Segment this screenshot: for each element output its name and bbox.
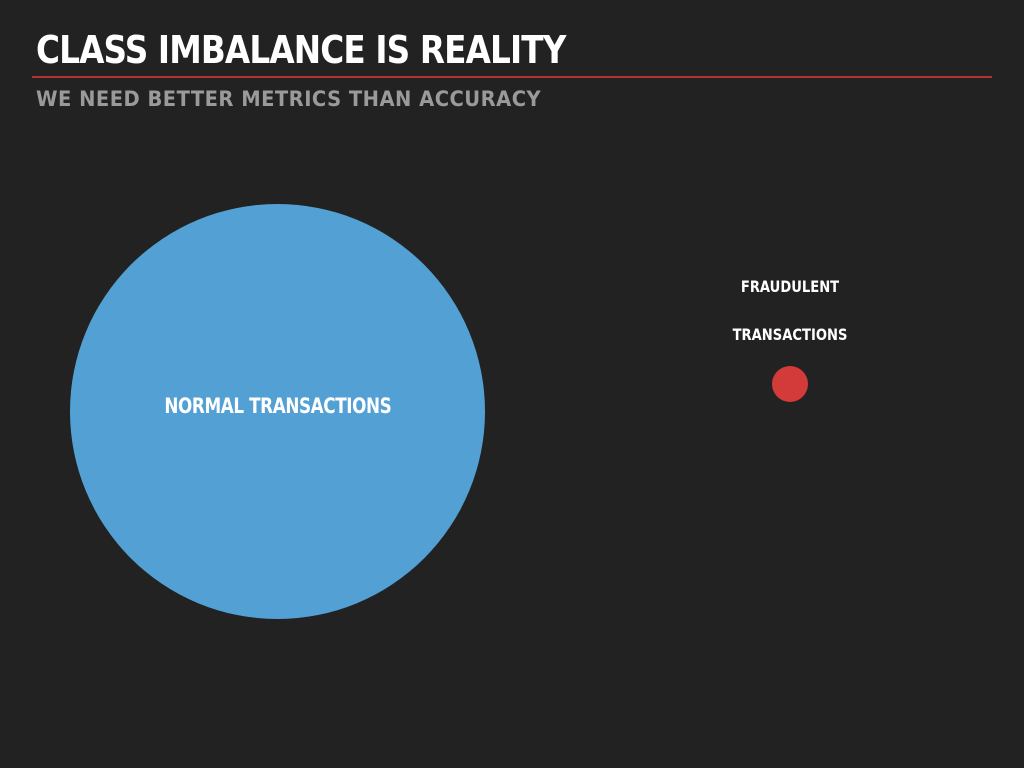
slide-title: CLASS IMBALANCE IS REALITY <box>36 28 566 72</box>
normal-transactions-circle: NORMAL TRANSACTIONS <box>70 204 485 619</box>
fraudulent-transactions-label-line1: FRAUDULENT <box>740 277 840 296</box>
title-divider <box>32 76 992 78</box>
slide-subtitle: WE NEED BETTER METRICS THAN ACCURACY <box>36 87 542 111</box>
fraudulent-transactions-circle <box>772 366 808 402</box>
fraudulent-transactions-label-line2: TRANSACTIONS <box>732 325 848 344</box>
normal-transactions-label: NORMAL TRANSACTIONS <box>164 393 391 418</box>
